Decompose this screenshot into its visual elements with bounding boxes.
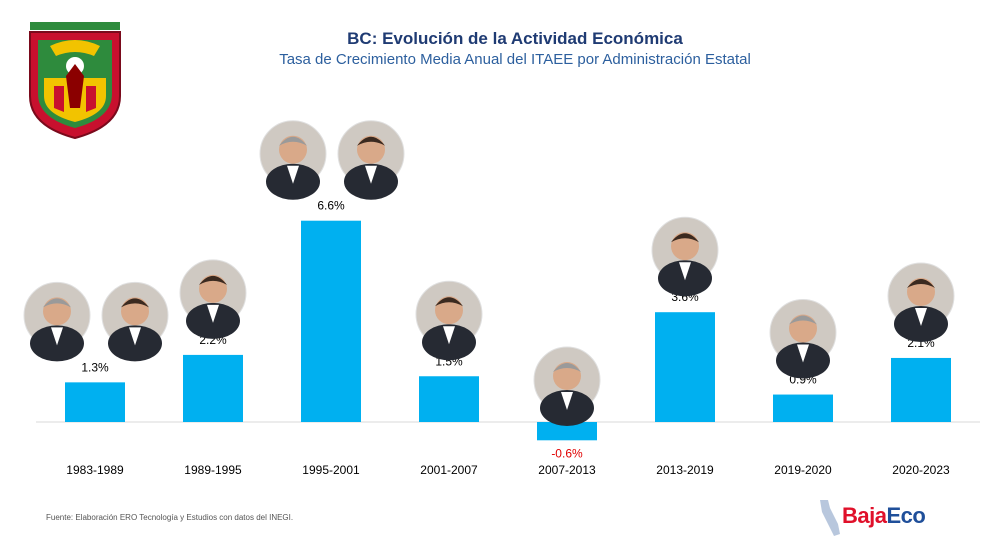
portrait-hair bbox=[789, 315, 817, 325]
portrait-shirt bbox=[797, 344, 809, 363]
portrait-hair bbox=[357, 136, 385, 146]
portrait-shirt bbox=[129, 327, 141, 346]
category-label: 2019-2020 bbox=[774, 463, 832, 477]
portrait-shirt bbox=[207, 304, 219, 323]
category-label: 2013-2019 bbox=[656, 463, 714, 477]
brand-logo: BajaEco bbox=[816, 498, 946, 538]
category-label: 1989-1995 bbox=[184, 463, 242, 477]
brand-word-eco: Eco bbox=[886, 503, 926, 528]
official-portrait-icon bbox=[101, 281, 169, 362]
portrait-hair bbox=[553, 363, 581, 372]
portrait-shirt bbox=[561, 392, 573, 410]
bar-2001-2007 bbox=[419, 376, 479, 422]
category-label: 2001-2007 bbox=[420, 463, 478, 477]
portrait-shirt bbox=[287, 165, 299, 184]
category-label: 2007-2013 bbox=[538, 463, 596, 477]
portrait-shirt bbox=[443, 326, 455, 345]
portrait-hair bbox=[199, 275, 227, 285]
official-portrait-icon bbox=[887, 262, 955, 342]
official-portrait-icon bbox=[651, 216, 719, 297]
official-portrait-icon bbox=[415, 280, 483, 361]
brand-word-baja: Baja bbox=[842, 503, 887, 528]
chart-subtitle: Tasa de Crecimiento Media Anual del ITAE… bbox=[279, 51, 751, 68]
portrait-hair bbox=[121, 298, 149, 308]
bar-2007-2013 bbox=[537, 422, 597, 441]
data-label: 1.3% bbox=[81, 360, 109, 374]
official-portrait-icon bbox=[769, 299, 837, 379]
portrait-hair bbox=[43, 298, 71, 308]
category-label: 2020-2023 bbox=[892, 463, 950, 477]
portrait-hair bbox=[671, 233, 699, 243]
official-portrait-icon bbox=[337, 120, 405, 200]
bar-1983-1989 bbox=[65, 382, 125, 422]
category-label: 1983-1989 bbox=[66, 463, 124, 477]
portrait-hair bbox=[279, 136, 307, 146]
portrait-shirt bbox=[915, 307, 927, 326]
bar-2013-2019 bbox=[655, 312, 715, 422]
bar-1995-2001 bbox=[301, 220, 361, 422]
bar-2020-2023 bbox=[891, 357, 951, 422]
portrait-hair bbox=[907, 278, 935, 288]
official-portrait-icon bbox=[259, 120, 327, 200]
category-label: 1995-2001 bbox=[302, 463, 360, 477]
official-portrait-icon bbox=[179, 259, 247, 339]
chart-title: BC: Evolución de la Actividad Económica bbox=[347, 29, 683, 48]
official-portrait-icon bbox=[23, 281, 91, 362]
bar-2019-2020 bbox=[773, 394, 833, 422]
data-label: 6.6% bbox=[317, 199, 345, 213]
baja-california-map-icon bbox=[820, 500, 840, 536]
portrait-shirt bbox=[51, 327, 63, 346]
bar-1989-1995 bbox=[183, 354, 243, 422]
data-label: -0.6% bbox=[551, 446, 583, 460]
state-seal-icon bbox=[29, 22, 121, 140]
official-portrait-icon bbox=[533, 346, 601, 426]
portrait-shirt bbox=[679, 262, 691, 281]
portrait-hair bbox=[435, 297, 463, 307]
portrait-shirt bbox=[365, 165, 377, 184]
source-note: Fuente: Elaboración ERO Tecnología y Est… bbox=[46, 513, 294, 522]
